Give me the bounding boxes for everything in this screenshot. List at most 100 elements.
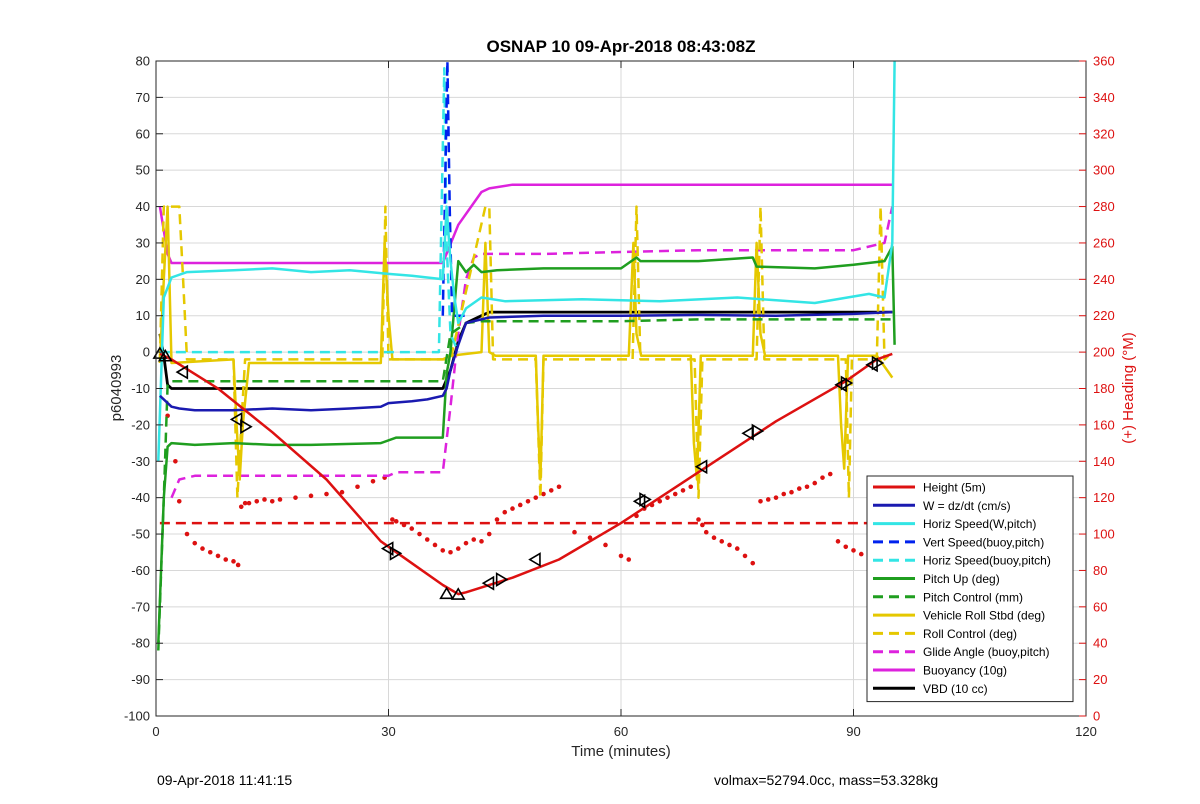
heading-point [827,471,833,477]
y-tick-label-right: 260 [1093,235,1115,250]
heading-point [207,549,213,555]
heading-point [680,488,686,493]
y-tick-label-left: 70 [136,90,150,105]
height-marker [439,586,455,600]
y-tick-label-left: -50 [131,527,150,542]
height-marker [639,492,652,507]
y-tick-label-right: 340 [1093,90,1115,105]
heading-point [339,489,345,495]
heading-point [510,506,515,511]
heading-point [773,495,779,500]
chart-title: OSNAP 10 09-Apr-2018 08:43:08Z [487,37,756,56]
y-tick-label-left: -40 [131,490,150,505]
legend-box [866,475,1074,703]
height-marker [157,348,173,362]
heading-point [758,499,763,504]
y-tick-label-left: -60 [131,563,150,578]
heading-point [750,560,756,566]
heading-point [393,519,399,524]
heading-point [463,540,469,546]
series-line-glide-angle [170,206,894,499]
height-marker [389,545,403,561]
legend-label: Roll Control (deg) [923,627,1017,641]
heading-point [812,480,818,486]
y-tick-label-right: 160 [1093,417,1115,432]
heading-point [455,546,461,551]
series-line-pitch-control [157,318,893,651]
heading-point [734,546,740,551]
y-tick-label-left: 0 [143,345,150,360]
heading-point [700,522,705,528]
height-marker [694,459,708,475]
heading-point [215,553,221,559]
legend-label: W = dz/dt (cm/s) [923,499,1011,513]
heading-point [835,539,841,544]
heading-point [696,517,701,522]
height-marker [240,419,253,435]
y-tick-label-left: -20 [131,417,150,432]
heading-point [192,540,198,546]
x-tick-label: 60 [614,724,628,739]
heading-point [417,531,422,537]
legend-label: Height (5m) [923,481,986,495]
heading-point [665,495,670,500]
y-tick-label-right: 320 [1093,126,1115,141]
heading-point [432,542,438,548]
y-tick-label-left: 80 [136,54,150,69]
legend-label: Pitch Up (deg) [923,572,1000,586]
heading-point [711,535,717,540]
footer-timestamp: 09-Apr-2018 11:41:15 [157,772,293,788]
heading-point [448,549,453,555]
y-tick-label-left: -90 [131,672,150,687]
x-tick-label: 120 [1075,724,1097,739]
y-tick-label-left: 20 [136,272,150,287]
heading-point [277,497,283,502]
heading-point [355,484,360,490]
heading-point [727,542,732,548]
y-tick-label-right: 200 [1093,345,1115,360]
height-marker [871,355,885,371]
x-tick-label: 90 [846,724,860,739]
height-marker [751,423,765,439]
heading-point [703,529,709,535]
heading-point [765,497,771,502]
heading-point [657,499,663,504]
heading-point [742,553,748,559]
y-tick-label-right: 20 [1093,672,1107,687]
y-tick-label-right: 80 [1093,563,1107,578]
legend-label: Horiz Speed(buoy,pitch) [923,554,1051,568]
heading-point [246,500,252,506]
y-tick-label-right: 240 [1093,272,1115,287]
x-axis-label: Time (minutes) [571,743,670,760]
y-tick-label-right: 60 [1093,599,1107,614]
heading-point [719,539,725,544]
heading-point [184,531,190,537]
heading-point [494,517,500,522]
y-tick-label-right: 40 [1093,636,1107,651]
heading-point [409,526,415,531]
height-marker [229,412,243,427]
heading-point [176,499,182,504]
heading-point [254,499,260,504]
legend-label: VBD (10 cc) [923,682,988,696]
y-tick-label-right: 300 [1093,163,1115,178]
y-tick-label-left: 10 [136,308,150,323]
heading-point [618,553,624,559]
y-tick-label-left: -10 [131,381,150,396]
series-line-pitch-up [157,245,896,644]
y-tick-label-right: 360 [1093,54,1115,69]
heading-point [851,548,856,553]
y-tick-label-right: 0 [1093,709,1100,724]
series-line-horiz-speed-w [157,60,896,462]
footer-info: volmax=52794.0cc, mass=53.328kg [714,772,939,788]
heading-point [424,537,430,542]
heading-point [269,499,275,504]
height-marker [528,552,541,567]
x-tick-label: 30 [381,724,395,739]
heading-point [789,489,794,495]
series-layer [152,59,896,651]
series-line-horiz-speed-buoy [159,67,460,354]
heading-point [804,484,810,490]
height-marker [495,572,509,587]
